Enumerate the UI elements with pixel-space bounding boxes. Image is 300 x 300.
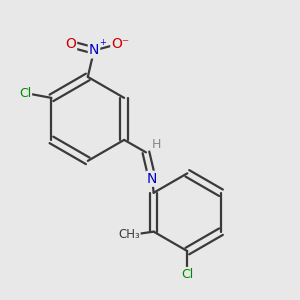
Text: N: N bbox=[89, 44, 99, 58]
Text: Cl: Cl bbox=[19, 87, 31, 100]
Text: Cl: Cl bbox=[181, 268, 194, 281]
Text: O: O bbox=[65, 37, 76, 51]
Text: +: + bbox=[99, 38, 106, 47]
Text: N: N bbox=[147, 172, 157, 186]
Text: H: H bbox=[152, 138, 161, 151]
Text: CH₃: CH₃ bbox=[118, 228, 140, 241]
Text: O⁻: O⁻ bbox=[111, 37, 130, 51]
